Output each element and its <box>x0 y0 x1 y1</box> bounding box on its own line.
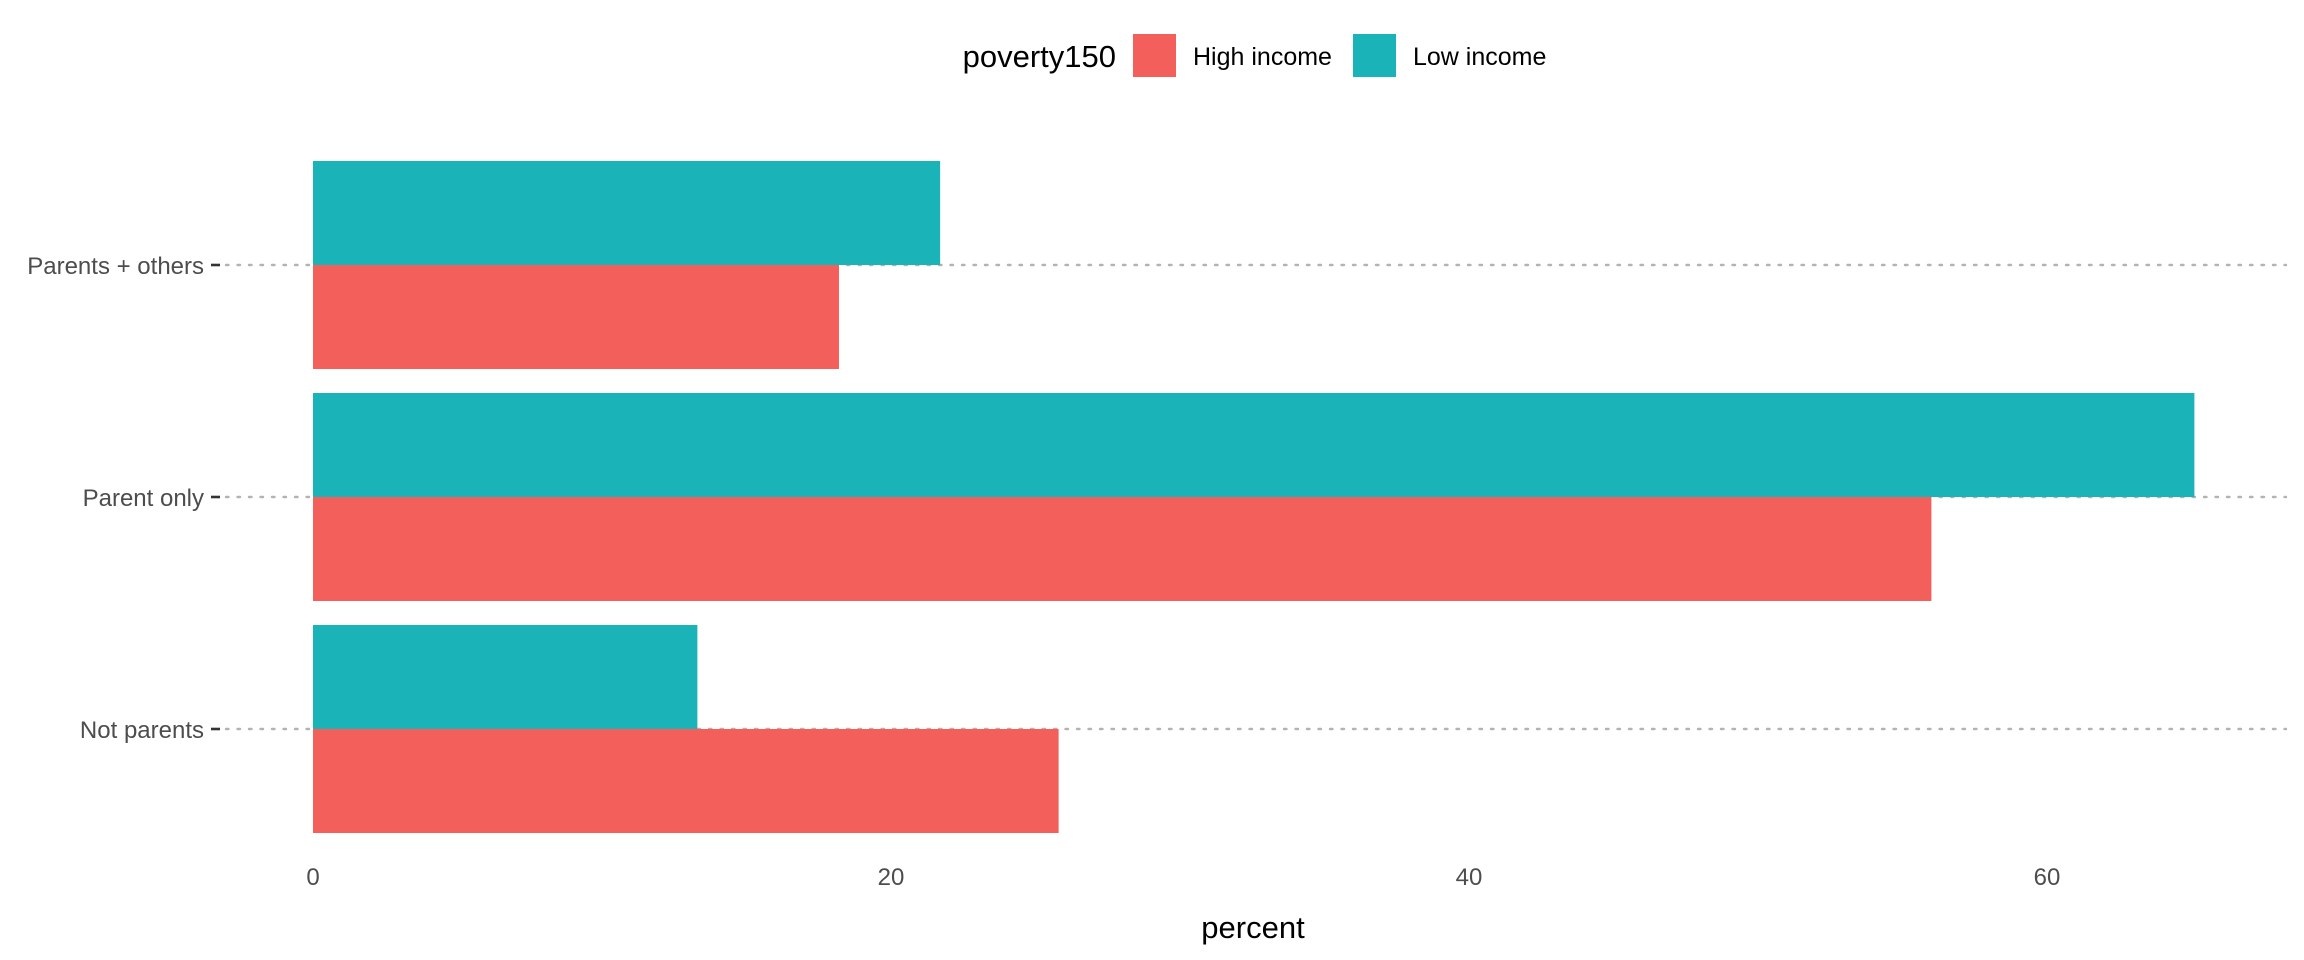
bar <box>313 161 941 265</box>
legend-key <box>1133 34 1176 77</box>
legend-label: Low income <box>1413 43 1546 71</box>
legend-label: High income <box>1193 43 1332 71</box>
x-tick-label: 20 <box>878 864 905 891</box>
y-tick-label: Parents + others <box>27 253 204 280</box>
legend-title: poverty150 <box>963 39 1116 74</box>
x-axis-title: percent <box>1201 910 1305 945</box>
y-tick-label: Parent only <box>83 485 204 512</box>
legend-key <box>1353 34 1396 77</box>
x-tick-label: 0 <box>306 864 319 891</box>
bars <box>313 161 2195 833</box>
bar <box>313 497 1932 601</box>
y-axis: Parents + others Parent only Not parents <box>27 253 220 744</box>
bar <box>313 625 698 729</box>
bar <box>313 729 1059 833</box>
bar <box>313 265 839 369</box>
x-axis: 0 20 40 60 <box>306 864 2060 891</box>
legend: poverty150 High income Low income <box>963 34 1546 77</box>
x-tick-label: 60 <box>2034 864 2061 891</box>
x-tick-label: 40 <box>1456 864 1483 891</box>
bar <box>313 393 2195 497</box>
y-tick-label: Not parents <box>80 717 204 744</box>
